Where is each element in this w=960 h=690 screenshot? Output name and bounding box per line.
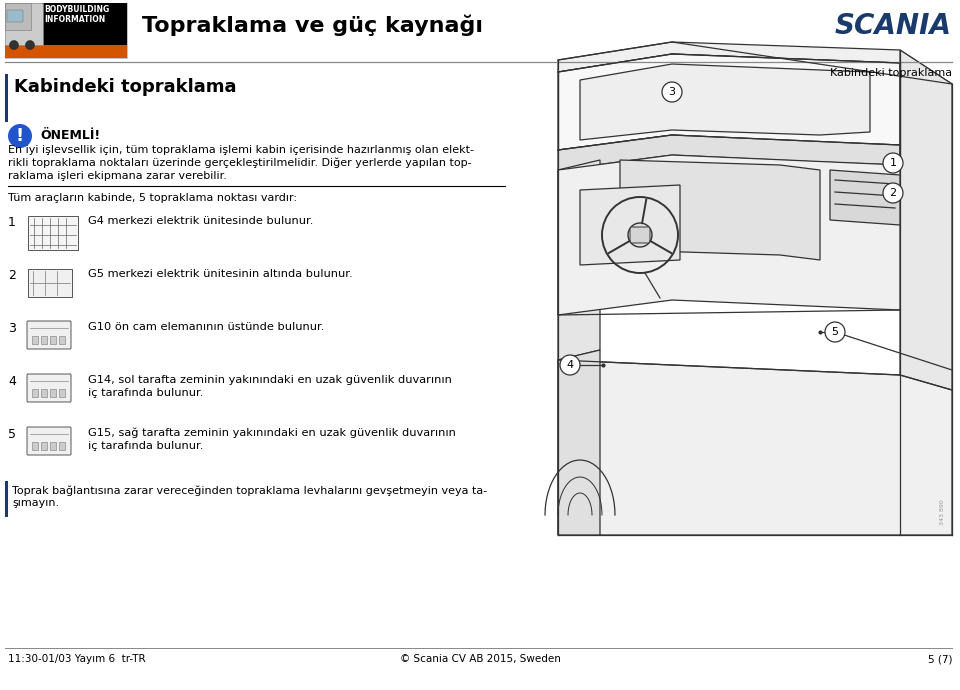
Circle shape xyxy=(883,183,903,203)
Text: G4 merkezi elektrik ünitesinde bulunur.: G4 merkezi elektrik ünitesinde bulunur. xyxy=(88,216,313,226)
Polygon shape xyxy=(580,64,870,140)
Bar xyxy=(59,336,65,344)
Text: iç tarafında bulunur.: iç tarafında bulunur. xyxy=(88,441,204,451)
Bar xyxy=(5,3,127,58)
Bar xyxy=(32,389,38,397)
Circle shape xyxy=(560,355,580,375)
Text: 2: 2 xyxy=(889,188,897,198)
Text: 4: 4 xyxy=(566,360,573,370)
Polygon shape xyxy=(558,54,900,150)
Bar xyxy=(41,442,47,450)
Text: rikli topraklama noktaları üzerinde gerçekleştirilmelidir. Diğer yerlerde yapıla: rikli topraklama noktaları üzerinde gerç… xyxy=(8,158,471,168)
Bar xyxy=(5,45,127,58)
Bar xyxy=(32,442,38,450)
Text: 4: 4 xyxy=(8,375,16,388)
Polygon shape xyxy=(558,42,952,96)
Text: raklama işleri ekipmana zarar verebilir.: raklama işleri ekipmana zarar verebilir. xyxy=(8,171,227,181)
Bar xyxy=(59,442,65,450)
Text: 5: 5 xyxy=(8,428,16,441)
Text: © Scania CV AB 2015, Sweden: © Scania CV AB 2015, Sweden xyxy=(399,654,561,664)
Text: 5 (7): 5 (7) xyxy=(927,654,952,664)
Circle shape xyxy=(883,153,903,173)
Bar xyxy=(5,3,31,30)
Bar xyxy=(50,389,56,397)
Text: 3: 3 xyxy=(8,322,16,335)
FancyBboxPatch shape xyxy=(27,374,71,402)
Text: 1: 1 xyxy=(890,158,897,168)
FancyBboxPatch shape xyxy=(28,216,78,250)
Bar xyxy=(7,10,23,22)
Polygon shape xyxy=(580,185,680,265)
Text: ÖNEMLİ!: ÖNEMLİ! xyxy=(40,129,100,142)
Text: En iyi işlevsellik için, tüm topraklama işlemi kabin içerisinde hazırlanmış olan: En iyi işlevsellik için, tüm topraklama … xyxy=(8,145,474,155)
Bar xyxy=(32,336,38,344)
Circle shape xyxy=(825,322,845,342)
Text: iç tarafında bulunur.: iç tarafında bulunur. xyxy=(88,388,204,398)
Text: G14, sol tarafta zeminin yakınındaki en uzak güvenlik duvarının: G14, sol tarafta zeminin yakınındaki en … xyxy=(88,375,452,385)
Text: Tüm araçların kabinde, 5 topraklama noktası vardır:: Tüm araçların kabinde, 5 topraklama nokt… xyxy=(8,193,297,203)
Polygon shape xyxy=(900,50,952,535)
Bar xyxy=(41,389,47,397)
Polygon shape xyxy=(558,350,600,535)
Bar xyxy=(59,389,65,397)
Circle shape xyxy=(662,82,682,102)
Text: 2: 2 xyxy=(8,269,16,282)
Bar xyxy=(50,442,56,450)
Polygon shape xyxy=(620,160,820,260)
Bar xyxy=(41,336,47,344)
Text: BODYBUILDING: BODYBUILDING xyxy=(44,5,109,14)
Text: Topraklama ve güç kaynağı: Topraklama ve güç kaynağı xyxy=(142,15,483,37)
FancyBboxPatch shape xyxy=(27,427,71,455)
Polygon shape xyxy=(558,135,900,170)
FancyBboxPatch shape xyxy=(27,321,71,349)
Bar xyxy=(5,481,8,517)
Text: Kabindeki topraklama: Kabindeki topraklama xyxy=(14,78,236,96)
Text: !: ! xyxy=(16,127,24,145)
FancyBboxPatch shape xyxy=(630,227,650,243)
Text: INFORMATION: INFORMATION xyxy=(44,15,106,24)
Text: SCANIA: SCANIA xyxy=(835,12,952,40)
Circle shape xyxy=(8,124,32,148)
Polygon shape xyxy=(830,170,900,225)
Text: şımayın.: şımayın. xyxy=(12,498,60,508)
Bar xyxy=(50,336,56,344)
Circle shape xyxy=(26,41,35,50)
Text: G10 ön cam elemanının üstünde bulunur.: G10 ön cam elemanının üstünde bulunur. xyxy=(88,322,324,332)
Text: 11:30-01/03 Yayım 6  tr-TR: 11:30-01/03 Yayım 6 tr-TR xyxy=(8,654,146,664)
Text: G5 merkezi elektrik ünitesinin altında bulunur.: G5 merkezi elektrik ünitesinin altında b… xyxy=(88,269,352,279)
Text: Kabindeki topraklama: Kabindeki topraklama xyxy=(829,68,952,78)
Bar xyxy=(5,3,43,45)
Text: 5: 5 xyxy=(831,327,838,337)
Bar xyxy=(42,3,127,45)
Circle shape xyxy=(628,223,652,247)
Circle shape xyxy=(10,41,18,50)
Polygon shape xyxy=(558,160,600,360)
Polygon shape xyxy=(558,155,900,315)
Text: 1: 1 xyxy=(8,216,16,229)
Bar xyxy=(5,74,8,122)
Polygon shape xyxy=(558,360,952,535)
Text: 3: 3 xyxy=(668,87,676,97)
Text: G15, sağ tarafta zeminin yakınındaki en uzak güvenlik duvarının: G15, sağ tarafta zeminin yakınındaki en … xyxy=(88,428,456,439)
Text: Toprak bağlantısına zarar vereceğinden topraklama levhalarını gevşetmeyin veya t: Toprak bağlantısına zarar vereceğinden t… xyxy=(12,485,488,495)
FancyBboxPatch shape xyxy=(28,269,72,297)
Text: 343 890: 343 890 xyxy=(940,500,945,525)
